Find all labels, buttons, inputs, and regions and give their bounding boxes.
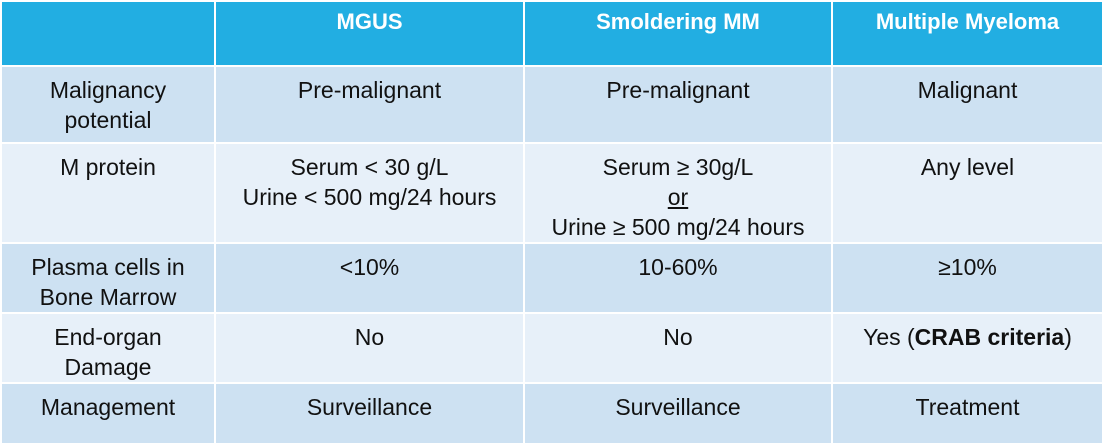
cell-text-or: or: [667, 184, 689, 210]
row-label-line: Plasma cells in: [31, 254, 185, 280]
header-smoldering-mm: Smoldering MM: [523, 0, 833, 67]
cell-text: Serum ≥ 30g/L: [602, 154, 754, 180]
cell-text: Yes (CRAB criteria): [839, 322, 1096, 352]
cell-text: Treatment: [915, 394, 1020, 420]
cell-multiple-myeloma: ≥10%: [831, 242, 1102, 314]
cell-multiple-myeloma: Treatment: [831, 382, 1102, 443]
cell-mgus: Serum < 30 g/L Urine < 500 mg/24 hours: [214, 142, 525, 244]
cell-text: Malignant: [917, 77, 1018, 103]
cell-text: Urine ≥ 500 mg/24 hours: [551, 214, 805, 240]
cell-smoldering-mm: Surveillance: [523, 382, 833, 443]
header-empty: [0, 0, 216, 67]
cell-text: Any level: [920, 154, 1015, 180]
header-row: MGUS Smoldering MM Multiple Myeloma: [0, 0, 1102, 67]
row-label: Management: [0, 382, 216, 443]
row-label: M protein: [0, 142, 216, 244]
cell-mgus: <10%: [214, 242, 525, 314]
cell-text: Serum < 30 g/L: [290, 154, 449, 180]
row-label-line: Management: [40, 394, 176, 420]
cell-text: Urine < 500 mg/24 hours: [242, 184, 497, 210]
cell-smoldering-mm: No: [523, 312, 833, 384]
row-label-line: Bone Marrow: [39, 284, 177, 310]
cell-text: Pre-malignant: [297, 77, 442, 103]
cell-text-prefix: Yes (: [863, 324, 915, 350]
row-label-line: Malignancy: [49, 77, 167, 103]
cell-text: 10-60%: [638, 254, 718, 280]
cell-multiple-myeloma: Any level: [831, 142, 1102, 244]
row-label-line: M protein: [60, 154, 156, 180]
cell-smoldering-mm: 10-60%: [523, 242, 833, 314]
cell-smoldering-mm: Pre-malignant: [523, 65, 833, 144]
cell-text: Pre-malignant: [606, 77, 750, 103]
cell-mgus: Pre-malignant: [214, 65, 525, 144]
row-malignancy-potential: Malignancy potential Pre-malignant Pre-m…: [0, 65, 1102, 144]
cell-text: <10%: [339, 254, 400, 280]
row-label: End-organ Damage: [0, 312, 216, 384]
cell-text: Surveillance: [306, 394, 433, 420]
row-label: Plasma cells in Bone Marrow: [0, 242, 216, 314]
row-label-line: Damage: [64, 354, 152, 380]
row-label-line: End-organ: [54, 324, 162, 350]
cell-text: Surveillance: [615, 394, 741, 420]
crab-criteria-text: CRAB criteria: [914, 324, 1065, 350]
row-management: Management Surveillance Surveillance Tre…: [0, 382, 1102, 443]
cell-mgus: No: [214, 312, 525, 384]
cell-text: ≥10%: [938, 254, 997, 280]
cell-text-suffix: ): [1064, 324, 1072, 350]
cell-mgus: Surveillance: [214, 382, 525, 443]
row-label-line: potential: [64, 107, 152, 133]
row-m-protein: M protein Serum < 30 g/L Urine < 500 mg/…: [0, 142, 1102, 244]
cell-smoldering-mm: Serum ≥ 30g/L or Urine ≥ 500 mg/24 hours: [523, 142, 833, 244]
row-plasma-cells: Plasma cells in Bone Marrow <10% 10-60% …: [0, 242, 1102, 314]
cell-multiple-myeloma: Yes (CRAB criteria): [831, 312, 1102, 384]
row-label: Malignancy potential: [0, 65, 216, 144]
cell-multiple-myeloma: Malignant: [831, 65, 1102, 144]
row-end-organ-damage: End-organ Damage No No Yes (CRAB criteri…: [0, 312, 1102, 384]
header-multiple-myeloma: Multiple Myeloma: [831, 0, 1102, 67]
cell-text: No: [663, 324, 693, 350]
header-mgus: MGUS: [214, 0, 525, 67]
cell-text: No: [354, 324, 385, 350]
